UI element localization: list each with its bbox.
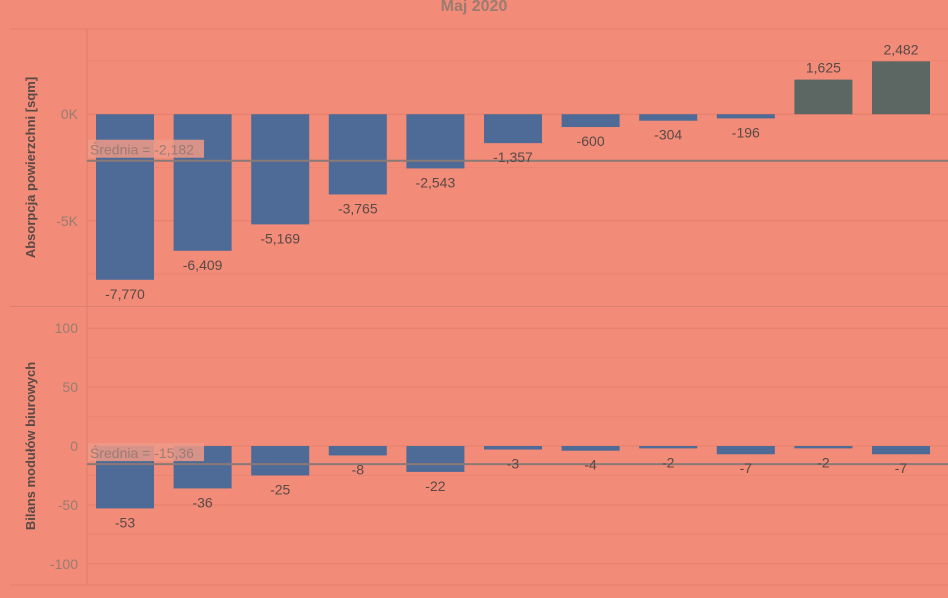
panel-2-value-label: -7 <box>895 460 908 476</box>
panel-2-bar <box>716 446 775 455</box>
panel-2-value-label: -7 <box>740 460 753 476</box>
panel-2-y-tick-label: 0 <box>70 438 78 454</box>
panel-1-value-label: -196 <box>732 124 760 140</box>
panel-2-bar <box>328 446 387 456</box>
panel-1-value-label: 1,625 <box>806 60 841 76</box>
panel-1-average-label-box <box>88 139 204 158</box>
panel-1-y-tick-label: -5K <box>56 213 78 229</box>
panel-2-bar <box>561 446 620 451</box>
panel-1-y-axis-title: Absorpcja powierzchni [sqm] <box>23 77 38 258</box>
panel-2-average-label-box <box>88 443 204 462</box>
panel-1-bar <box>561 114 620 128</box>
panel-2-y-tick-label: 50 <box>62 379 78 395</box>
panel-2-bar <box>872 446 930 455</box>
panel-1-bar <box>484 114 542 144</box>
panel-1-bar <box>406 114 465 169</box>
panel-1-value-label: -5,169 <box>260 230 300 246</box>
panel-1: 0K -5K Absorpcja powierzchni [sqm] Średnia … <box>23 41 948 302</box>
panel-1-bar <box>872 61 930 115</box>
panel-1-average-label: Średnia = -2,182 <box>90 141 194 158</box>
panel-2-bar <box>484 446 542 450</box>
panel-1-value-label: -7,770 <box>105 286 145 302</box>
panel-1-value-label: -1,357 <box>493 149 533 165</box>
panel-2-value-label: -25 <box>270 481 290 497</box>
panel-1-value-label: -3,765 <box>338 200 378 216</box>
panel-2-y-axis-title: Bilans modułów biurowych <box>23 362 38 530</box>
panel-1-bar <box>96 114 154 280</box>
panel-2-value-label: -4 <box>584 457 597 473</box>
panel-2-value-label: -22 <box>425 478 445 494</box>
panel-2-value-label: -2 <box>817 454 830 470</box>
panel-2-value-label: -8 <box>352 461 365 477</box>
panel-2-y-tick-label: -100 <box>50 556 78 572</box>
chart-title: Maj 2020 <box>441 0 508 15</box>
panel-1-value-label: -2,543 <box>416 174 456 190</box>
panel-1-bar <box>639 114 698 121</box>
panel-1-bar <box>328 114 387 195</box>
panel-2-bar <box>639 446 698 449</box>
panel-1-bar <box>251 114 310 225</box>
panel-1-value-label: 2,482 <box>883 41 918 57</box>
panel-2-y-tick-label: -50 <box>58 497 78 513</box>
panel-2-bar <box>406 446 465 472</box>
panel-2-bar <box>251 446 310 476</box>
panel-2-value-label: -36 <box>192 494 212 510</box>
panel-1-bar <box>794 79 853 115</box>
panel-1-value-label: -600 <box>577 133 605 149</box>
panel-1-bar <box>173 114 232 251</box>
panel-2-average-label: Średnia = -15,36 <box>90 444 194 461</box>
panel-2-value-label: -53 <box>115 514 135 530</box>
panel-1-y-tick-label: 0K <box>61 106 79 122</box>
panel-2-value-label: -3 <box>507 456 520 472</box>
panel-1-value-label: -304 <box>654 127 682 143</box>
panel-2-value-label: -2 <box>662 454 675 470</box>
panel-2-bar <box>794 446 853 449</box>
panel-2-y-tick-label: 100 <box>55 320 79 336</box>
panel-2: 100 50 0 -50 -100 Bilans modułów biurowych Śre… <box>23 320 948 572</box>
panel-1-bar <box>716 114 775 119</box>
panel-1-value-label: -6,409 <box>183 257 223 273</box>
